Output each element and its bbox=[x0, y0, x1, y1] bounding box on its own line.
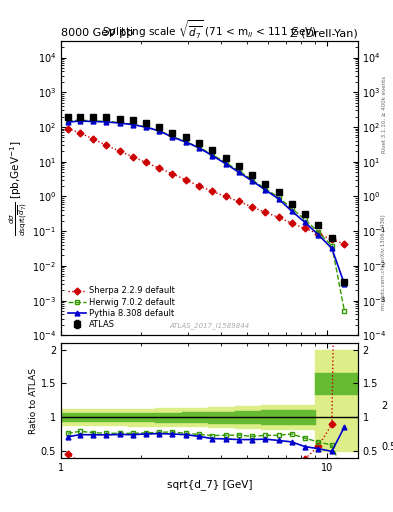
Herwig 7.0.2 default bbox=[143, 124, 148, 130]
Legend: Sherpa 2.2.9 default, Herwig 7.0.2 default, Pythia 8.308 default, ATLAS: Sherpa 2.2.9 default, Herwig 7.0.2 defau… bbox=[65, 284, 178, 331]
Herwig 7.0.2 default bbox=[223, 159, 228, 165]
Sherpa 2.2.9 default bbox=[250, 204, 254, 210]
Herwig 7.0.2 default bbox=[104, 118, 108, 124]
Pythia 8.308 default bbox=[263, 187, 268, 193]
Herwig 7.0.2 default bbox=[117, 120, 122, 126]
Pythia 8.308 default bbox=[329, 245, 334, 251]
Pythia 8.308 default bbox=[316, 231, 321, 238]
Sherpa 2.2.9 default bbox=[236, 198, 241, 204]
Y-axis label: $\frac{d\sigma}{d\mathrm{sqrt}(\overline{d_7})}$ [pb,GeV$^{-1}$]: $\frac{d\sigma}{d\mathrm{sqrt}(\overline… bbox=[7, 140, 29, 236]
Herwig 7.0.2 default bbox=[170, 134, 175, 140]
Text: 2: 2 bbox=[381, 400, 387, 411]
Pythia 8.308 default bbox=[342, 281, 347, 287]
Sherpa 2.2.9 default bbox=[104, 142, 108, 148]
Herwig 7.0.2 default bbox=[342, 308, 347, 314]
Pythia 8.308 default bbox=[78, 118, 83, 124]
Herwig 7.0.2 default bbox=[236, 167, 241, 174]
Herwig 7.0.2 default bbox=[316, 229, 321, 235]
Sherpa 2.2.9 default bbox=[196, 183, 201, 189]
Title: Splitting scale $\sqrt{\overline{d_7}}$ (71 < m$_{ll}$ < 111 GeV): Splitting scale $\sqrt{\overline{d_7}}$ … bbox=[102, 18, 317, 41]
Text: mcplots.cern.ch [arXiv:1306.3436]: mcplots.cern.ch [arXiv:1306.3436] bbox=[381, 214, 386, 310]
Pythia 8.308 default bbox=[117, 120, 122, 126]
Herwig 7.0.2 default bbox=[78, 117, 83, 123]
Text: 0.5: 0.5 bbox=[381, 442, 393, 453]
Pythia 8.308 default bbox=[104, 119, 108, 125]
Line: Herwig 7.0.2 default: Herwig 7.0.2 default bbox=[65, 118, 347, 313]
Sherpa 2.2.9 default bbox=[157, 165, 162, 172]
Pythia 8.308 default bbox=[210, 153, 215, 159]
Text: Z (Drell-Yan): Z (Drell-Yan) bbox=[290, 28, 358, 38]
Herwig 7.0.2 default bbox=[157, 127, 162, 134]
Herwig 7.0.2 default bbox=[65, 118, 70, 124]
Pythia 8.308 default bbox=[303, 219, 307, 225]
Pythia 8.308 default bbox=[91, 118, 95, 124]
Herwig 7.0.2 default bbox=[91, 118, 95, 124]
Sherpa 2.2.9 default bbox=[91, 136, 95, 142]
Pythia 8.308 default bbox=[143, 124, 148, 130]
Text: 8000 GeV pp: 8000 GeV pp bbox=[61, 28, 133, 38]
Sherpa 2.2.9 default bbox=[210, 188, 215, 195]
Herwig 7.0.2 default bbox=[289, 205, 294, 211]
Herwig 7.0.2 default bbox=[196, 144, 201, 151]
Pythia 8.308 default bbox=[276, 196, 281, 202]
Pythia 8.308 default bbox=[223, 161, 228, 167]
Y-axis label: Ratio to ATLAS: Ratio to ATLAS bbox=[29, 368, 38, 434]
Herwig 7.0.2 default bbox=[210, 152, 215, 158]
Pythia 8.308 default bbox=[157, 128, 162, 134]
Sherpa 2.2.9 default bbox=[316, 230, 321, 237]
Herwig 7.0.2 default bbox=[130, 121, 135, 127]
Sherpa 2.2.9 default bbox=[263, 209, 268, 216]
Pythia 8.308 default bbox=[250, 178, 254, 184]
Sherpa 2.2.9 default bbox=[183, 177, 188, 183]
Sherpa 2.2.9 default bbox=[170, 170, 175, 177]
Sherpa 2.2.9 default bbox=[117, 148, 122, 154]
Pythia 8.308 default bbox=[170, 134, 175, 140]
Sherpa 2.2.9 default bbox=[342, 241, 347, 247]
Sherpa 2.2.9 default bbox=[276, 215, 281, 221]
Sherpa 2.2.9 default bbox=[143, 159, 148, 165]
Herwig 7.0.2 default bbox=[263, 185, 268, 191]
Herwig 7.0.2 default bbox=[250, 177, 254, 183]
Sherpa 2.2.9 default bbox=[65, 125, 70, 132]
Sherpa 2.2.9 default bbox=[130, 154, 135, 160]
Text: ATLAS_2017_I1589844: ATLAS_2017_I1589844 bbox=[169, 323, 250, 330]
Line: Sherpa 2.2.9 default: Sherpa 2.2.9 default bbox=[65, 126, 347, 247]
Sherpa 2.2.9 default bbox=[303, 225, 307, 231]
Sherpa 2.2.9 default bbox=[78, 130, 83, 136]
Herwig 7.0.2 default bbox=[276, 194, 281, 200]
Pythia 8.308 default bbox=[65, 119, 70, 125]
Line: Pythia 8.308 default: Pythia 8.308 default bbox=[65, 119, 347, 287]
Text: Rivet 3.1.10, ≥ 400k events: Rivet 3.1.10, ≥ 400k events bbox=[381, 76, 386, 153]
Pythia 8.308 default bbox=[196, 145, 201, 151]
Herwig 7.0.2 default bbox=[303, 216, 307, 222]
Pythia 8.308 default bbox=[130, 121, 135, 127]
Sherpa 2.2.9 default bbox=[329, 237, 334, 243]
Pythia 8.308 default bbox=[236, 169, 241, 175]
Herwig 7.0.2 default bbox=[329, 243, 334, 249]
Herwig 7.0.2 default bbox=[183, 139, 188, 145]
Pythia 8.308 default bbox=[183, 139, 188, 145]
Sherpa 2.2.9 default bbox=[223, 194, 228, 200]
Pythia 8.308 default bbox=[289, 208, 294, 214]
Sherpa 2.2.9 default bbox=[289, 220, 294, 226]
X-axis label: sqrt{d_7} [GeV]: sqrt{d_7} [GeV] bbox=[167, 479, 252, 489]
